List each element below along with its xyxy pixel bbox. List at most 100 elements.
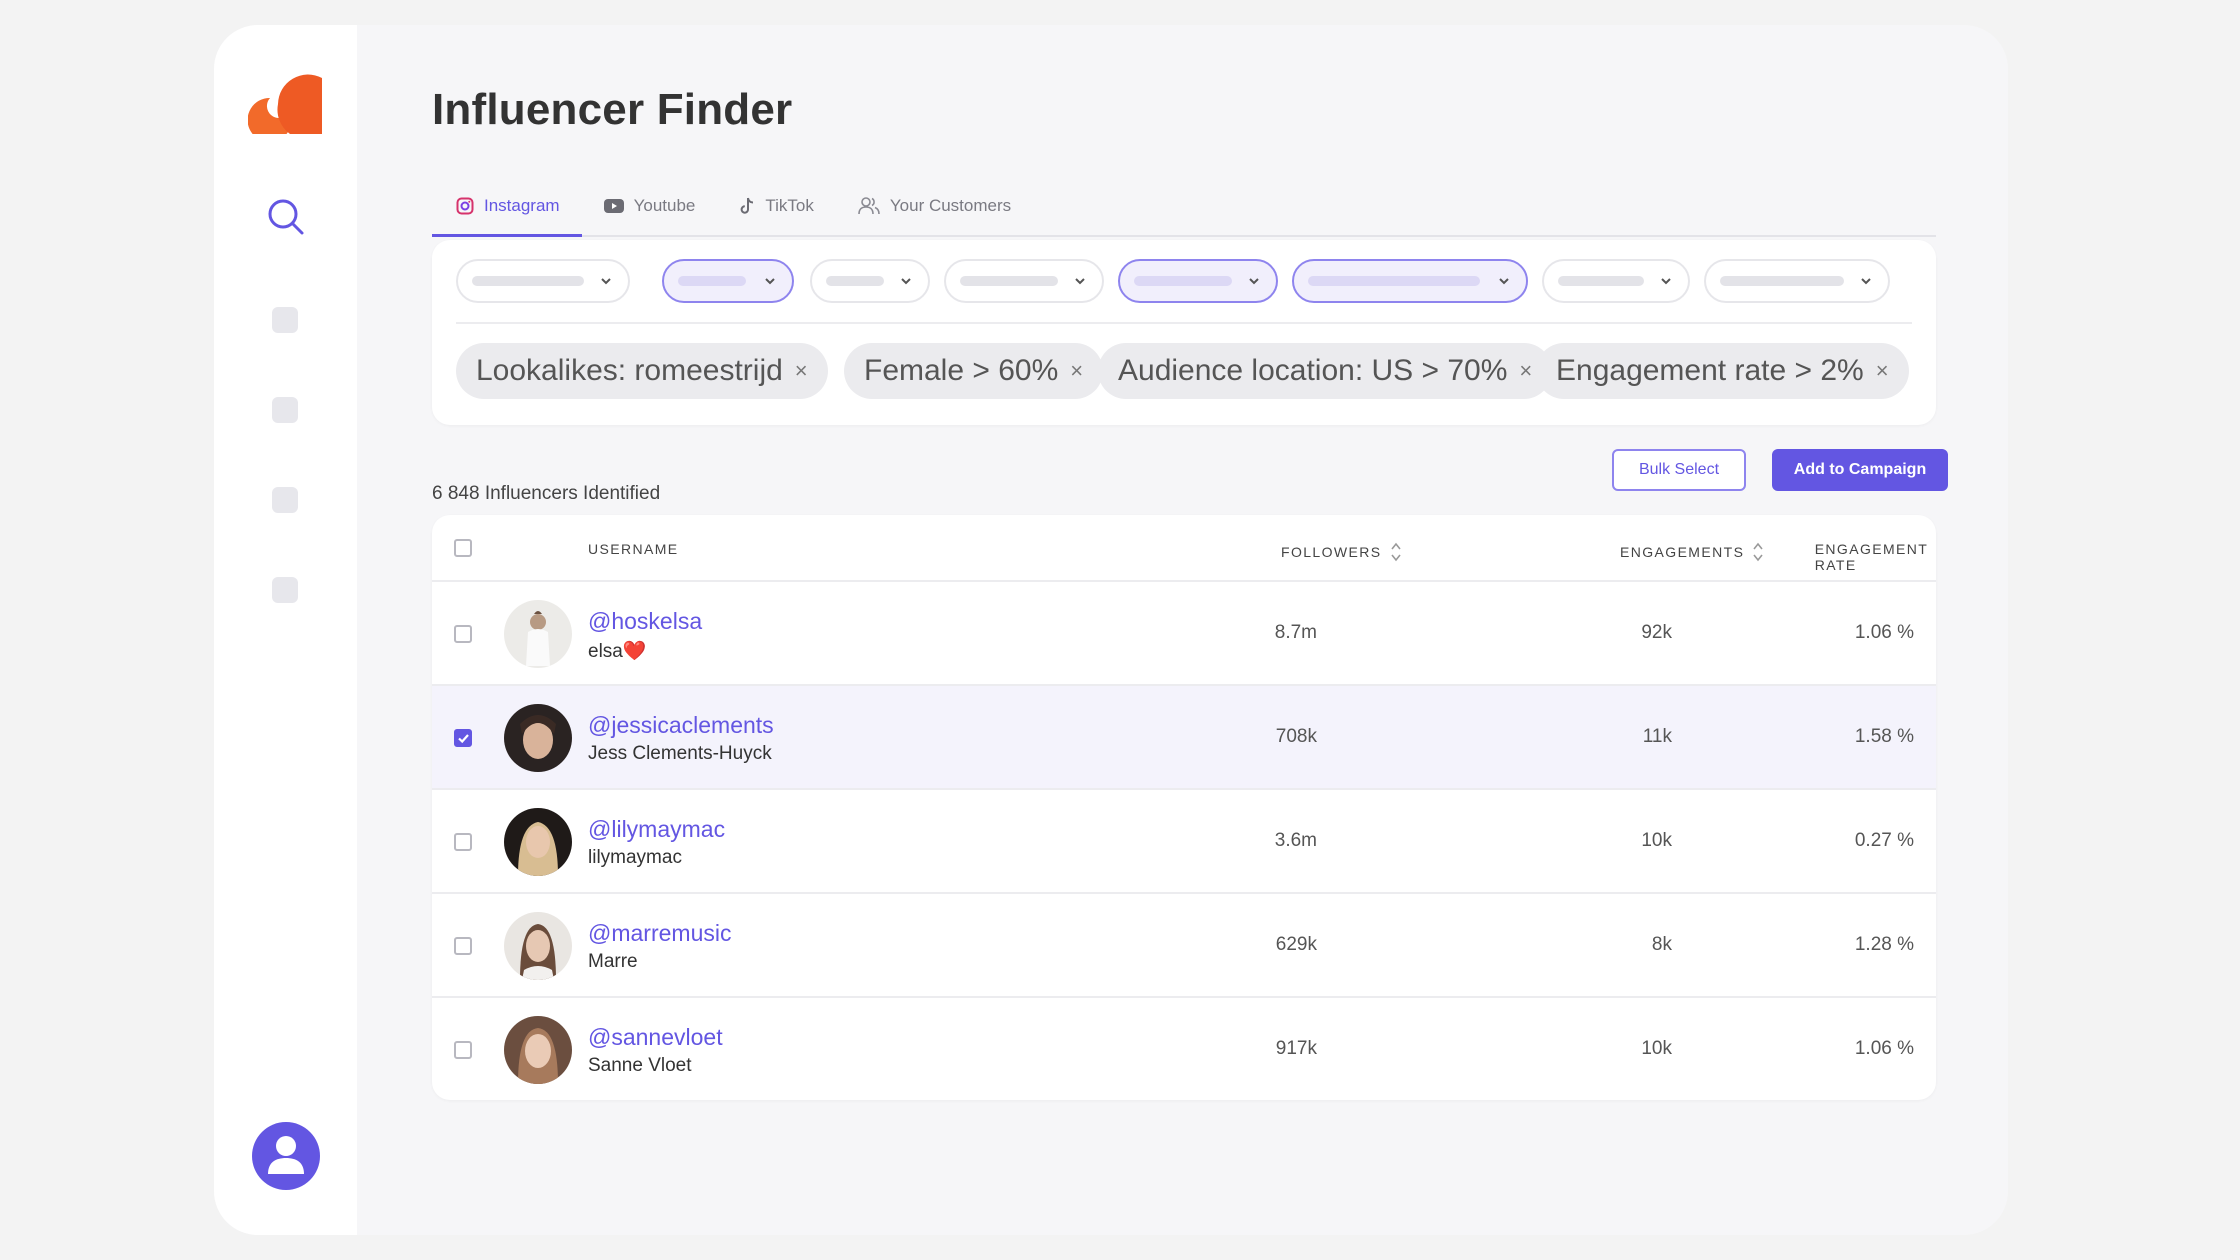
table-row[interactable]: @marremusic Marre 629k 8k 1.28 % [432,894,1936,998]
row-checkbox[interactable] [454,937,472,955]
table-row[interactable]: @jessicaclements Jess Clements-Huyck 708… [432,686,1936,790]
close-icon[interactable]: × [1875,358,1889,383]
nav-item-1[interactable] [272,307,298,333]
filter-dropdown-5[interactable] [1118,259,1278,303]
chevron-down-icon [601,278,611,285]
username-link[interactable]: @lilymaymac [588,816,726,842]
close-icon[interactable]: × [794,358,808,383]
filter-dropdown-3[interactable] [810,259,930,303]
chevron-down-icon [1499,278,1509,285]
username-link[interactable]: @sannevloet [588,1024,723,1050]
filter-chip-location[interactable]: Audience location: US > 70% × [1098,343,1553,399]
table-row[interactable]: @sannevloet Sanne Vloet 917k 10k 1.06 % [432,998,1936,1100]
chip-label: Engagement rate > 2% [1556,354,1864,387]
add-to-campaign-button[interactable]: Add to Campaign [1772,449,1948,491]
engagements-value: 11k [1642,726,1672,747]
nav-item-3[interactable] [272,487,298,513]
chevron-down-icon [1249,278,1259,285]
column-header-username[interactable]: USERNAME [588,541,679,557]
followers-value: 3.6m [1274,830,1317,851]
followers-value: 629k [1275,934,1317,955]
tab-label: Instagram [484,195,560,215]
filter-divider [456,322,1912,324]
tab-your-customers[interactable]: Your Customers [836,177,1033,235]
tab-instagram[interactable]: Instagram [432,177,582,237]
column-header-engagements[interactable]: ENGAGEMENTS [1620,541,1764,563]
tiktok-icon [741,197,754,214]
page-title: Influencer Finder [432,85,793,134]
filter-chip-gender[interactable]: Female > 60% × [844,343,1104,399]
close-icon[interactable]: × [1519,358,1533,383]
sort-icon [1753,542,1763,562]
avatar [504,912,572,980]
main-content: Influencer Finder Instagram Youtube [432,25,1948,1235]
avatar [504,704,572,772]
filter-dropdown-1[interactable] [456,259,630,303]
tab-label: Your Customers [889,196,1012,215]
avatar [504,1016,572,1084]
select-all-checkbox[interactable] [454,539,472,557]
app-window: Influencer Finder Instagram Youtube [214,25,2008,1235]
engagements-value: 92k [1641,622,1672,643]
engagement-rate-value: 1.28 % [1854,934,1914,955]
chip-label: Female > 60% [864,354,1059,387]
bulk-select-button[interactable]: Bulk Select [1612,449,1746,491]
filter-chip-lookalikes[interactable]: Lookalikes: romeestrijd × [456,343,828,399]
display-name: elsa❤️ [588,641,647,662]
user-avatar-button[interactable] [252,1122,320,1190]
youtube-icon [603,199,624,213]
row-checkbox[interactable] [454,833,472,851]
display-name: Marre [588,951,638,972]
row-checkbox[interactable] [454,1041,472,1059]
filter-dropdown-8[interactable] [1704,259,1890,303]
chevron-down-icon [901,278,911,285]
engagements-value: 8k [1651,934,1672,955]
table-row[interactable]: @hoskelsa elsa❤️ 8.7m 92k 1.06 % [432,582,1936,686]
followers-value: 708k [1275,726,1317,747]
table-header: USERNAME FOLLOWERS ENGAGEMENTS ENGAGEMEN… [432,515,1936,582]
users-icon [858,197,880,215]
filter-dropdown-4[interactable] [944,259,1104,303]
user-icon [268,1136,304,1174]
tab-label: Youtube [633,196,696,215]
username-link[interactable]: @jessicaclements [588,712,774,738]
username-link[interactable]: @hoskelsa [588,608,703,634]
table-row[interactable]: @lilymaymac lilymaymac 3.6m 10k 0.27 % [432,790,1936,894]
column-header-engagement-rate[interactable]: ENGAGEMENT RATE [1815,541,1936,573]
engagements-value: 10k [1641,830,1672,851]
filter-panel: Lookalikes: romeestrijd × Female > 60% ×… [432,240,1936,425]
sidebar [214,25,357,1235]
row-checkbox[interactable] [454,625,472,643]
tab-tiktok[interactable]: TikTok [717,177,836,235]
engagement-rate-value: 1.58 % [1854,726,1914,747]
nav-item-2[interactable] [272,397,298,423]
chevron-down-icon [765,278,775,285]
tab-label: TikTok [765,196,814,215]
engagement-rate-value: 0.27 % [1854,830,1914,851]
nav-item-4[interactable] [272,577,298,603]
brand-logo [248,74,322,134]
username-link[interactable]: @marremusic [588,920,732,946]
chevron-down-icon [1661,278,1671,285]
followers-value: 8.7m [1274,622,1317,643]
instagram-icon [456,197,474,214]
filter-chip-engagement[interactable]: Engagement rate > 2% × [1536,343,1909,399]
engagements-value: 10k [1641,1038,1672,1059]
filter-dropdown-2[interactable] [662,259,794,303]
display-name: Jess Clements-Huyck [588,743,772,764]
chevron-down-icon [1861,278,1871,285]
engagement-rate-value: 1.06 % [1854,1038,1914,1059]
filter-dropdown-7[interactable] [1542,259,1690,303]
chip-label: Lookalikes: romeestrijd [476,354,783,387]
influencer-table: USERNAME FOLLOWERS ENGAGEMENTS ENGAGEMEN… [432,515,1936,1100]
close-icon[interactable]: × [1070,358,1084,383]
filter-dropdown-6[interactable] [1292,259,1528,303]
column-header-followers[interactable]: FOLLOWERS [1281,541,1402,563]
row-checkbox-checked[interactable] [454,729,472,747]
chip-label: Audience location: US > 70% [1118,354,1508,387]
tab-youtube[interactable]: Youtube [582,177,718,235]
checkmark-icon [458,734,469,744]
engagement-rate-value: 1.06 % [1854,622,1914,643]
avatar [504,600,572,668]
search-icon[interactable] [266,197,306,237]
